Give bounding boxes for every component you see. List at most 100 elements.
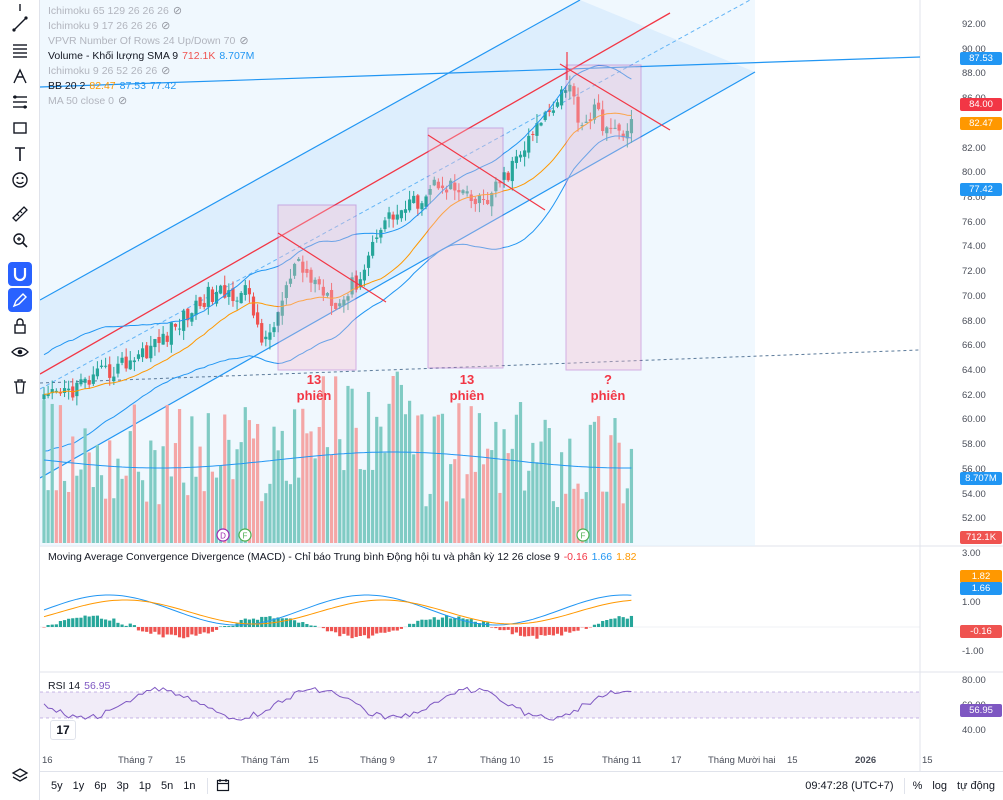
cursor-icon[interactable] — [8, 0, 32, 24]
volume-bar — [440, 413, 445, 543]
ruler-icon[interactable] — [8, 202, 32, 226]
macd-axis-label: 3.00 — [962, 548, 981, 560]
macd-hist-bar — [584, 627, 588, 629]
event-badge[interactable]: F — [576, 528, 590, 542]
volume-bar — [214, 477, 219, 543]
macd-hist-bar — [564, 627, 568, 632]
volume-bar — [366, 391, 371, 543]
candle-body — [523, 150, 527, 157]
trash-icon[interactable] — [8, 374, 32, 398]
red-trend-line — [40, 12, 671, 375]
macd-hist-bar — [490, 627, 494, 628]
eye-icon[interactable] — [8, 340, 32, 364]
volume-bar — [564, 493, 568, 543]
volume-bar — [210, 471, 215, 543]
legend-item[interactable]: Ichimoku 65 129 26 26 26 ⊘ — [48, 4, 182, 18]
volume-bar — [527, 470, 531, 543]
macd-hist-bar — [477, 623, 482, 627]
rsi-legend-name: RSI 14 — [48, 680, 81, 692]
macd-hist-bar — [551, 627, 555, 636]
horizontal-lines-icon[interactable] — [8, 38, 32, 62]
event-badge[interactable]: D — [216, 528, 230, 542]
calendar-icon[interactable] — [216, 778, 230, 795]
clock-display[interactable]: 09:47:28 (UTC+7) — [805, 780, 894, 792]
time-axis-label: Tháng 9 — [360, 755, 395, 766]
macd-hist-bar — [194, 627, 198, 636]
zoom-icon[interactable] — [8, 228, 32, 252]
candle-body — [317, 279, 321, 285]
macd-hist-bar — [54, 624, 58, 627]
fib-icon[interactable] — [8, 90, 32, 114]
layers-icon[interactable] — [8, 764, 32, 788]
eye-hidden-icon[interactable]: ⊘ — [172, 5, 183, 17]
candle-body — [83, 378, 87, 383]
eye-hidden-icon[interactable]: ⊘ — [117, 95, 128, 107]
pitchfork-icon[interactable] — [8, 64, 32, 88]
volume-bar — [62, 480, 67, 543]
percent-toggle[interactable]: % — [912, 780, 923, 792]
text-icon[interactable] — [8, 142, 32, 166]
legend-item[interactable]: MA 50 close 0 ⊘ — [48, 94, 127, 108]
rectangle-icon[interactable] — [8, 116, 32, 140]
candle-body — [239, 292, 243, 304]
channel-mid — [40, 0, 751, 390]
candle-body — [58, 392, 63, 394]
session-count-annotation[interactable]: ? phiên — [583, 372, 633, 404]
candle-body — [165, 335, 169, 342]
volume-bar — [609, 435, 613, 543]
macd-hist-bar — [309, 625, 313, 627]
candle-body — [268, 332, 272, 340]
candle-body — [420, 203, 424, 210]
emoji-icon[interactable] — [8, 168, 32, 192]
timeframe-button[interactable]: 5n — [161, 780, 174, 792]
candle-body — [403, 209, 408, 213]
macd-hist-bar — [362, 627, 367, 636]
volume-bar — [371, 469, 375, 543]
magnet-icon[interactable] — [8, 262, 32, 286]
candle-body — [625, 130, 629, 139]
volume-bar — [412, 454, 416, 543]
candle-body — [136, 354, 141, 359]
legend-item[interactable]: BB 20 2 82.47 87.53 77.42 — [48, 79, 176, 93]
macd-axis-label: 1.00 — [962, 597, 981, 608]
lock-draw-icon[interactable] — [8, 288, 32, 312]
volume-bar — [136, 471, 141, 543]
volume-bar — [251, 438, 256, 543]
drawing-toolbar — [0, 0, 40, 800]
timeframe-button[interactable]: 1p — [138, 780, 151, 792]
legend-item[interactable]: Ichimoku 9 26 52 26 26 ⊘ — [48, 64, 170, 78]
signal-line — [43, 599, 632, 625]
macd-hist-bar — [305, 623, 309, 627]
timeframe-button[interactable]: 6p — [94, 780, 107, 792]
trend-line-icon[interactable] — [8, 12, 32, 36]
price-axis-label: 92.00 — [962, 19, 986, 30]
volume-bar — [120, 478, 124, 543]
volume-bar — [280, 430, 284, 543]
volume-bar — [305, 433, 309, 543]
session-count-annotation[interactable]: 13 phiên — [289, 372, 339, 404]
lock-icon[interactable] — [8, 314, 32, 338]
count-box-3 — [565, 64, 642, 371]
session-count-annotation[interactable]: 13 phiên — [442, 372, 492, 404]
legend-item[interactable]: VPVR Number Of Rows 24 Up/Down 70 ⊘ — [48, 34, 249, 48]
macd-hist-bar — [617, 616, 621, 627]
auto-toggle[interactable]: tự động — [957, 780, 995, 792]
eye-hidden-icon[interactable]: ⊘ — [161, 65, 171, 77]
legend-item[interactable]: Volume - Khối lượng SMA 9 712.1K 8.707M — [48, 49, 254, 63]
legend-item[interactable]: Ichimoku 9 17 26 26 26 ⊘ — [48, 19, 170, 33]
eye-hidden-icon[interactable]: ⊘ — [161, 20, 171, 32]
volume-sma-tag: 8.707M — [960, 472, 1002, 485]
volume-bar — [247, 420, 251, 543]
candle-body — [62, 388, 67, 393]
log-toggle[interactable]: log — [932, 780, 948, 792]
timeframe-button[interactable]: 3p — [116, 780, 129, 792]
price-axis-label: 58.00 — [962, 439, 986, 451]
tradingview-logo[interactable]: 17 — [50, 720, 76, 740]
timeframe-button[interactable]: 5y — [51, 780, 63, 792]
timeframe-button[interactable]: 1y — [72, 780, 85, 792]
eye-hidden-icon[interactable]: ⊘ — [239, 35, 249, 47]
timeframe-button[interactable]: 1n — [183, 780, 196, 792]
event-badge[interactable]: F — [238, 528, 252, 542]
